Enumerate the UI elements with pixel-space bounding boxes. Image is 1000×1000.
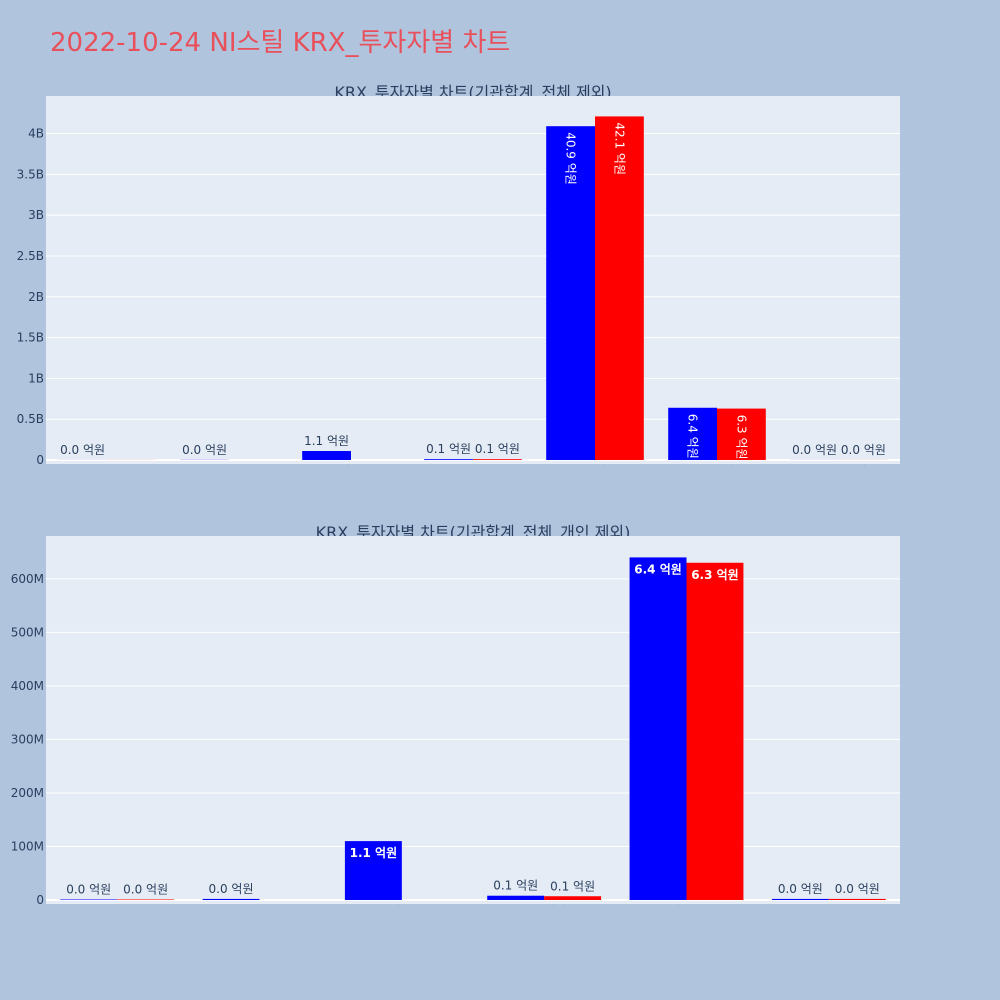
bar — [202, 898, 260, 900]
bar — [487, 895, 545, 900]
y-tick-label: 0 — [36, 893, 44, 906]
data-label: 42.1 억원 — [612, 122, 626, 175]
data-label: 6.4 억원 — [686, 414, 700, 459]
bar — [117, 899, 175, 900]
bar — [546, 126, 595, 460]
x-tick-label: 투신 — [218, 465, 240, 466]
y-tick-label: 3B — [28, 208, 44, 222]
y-tick-label: 2.5B — [17, 249, 44, 263]
y-tick-label: 0.5B — [17, 412, 44, 426]
data-label: 0.0 억원 — [778, 882, 823, 896]
data-label: 0.0 억원 — [60, 443, 105, 457]
bar — [771, 898, 829, 900]
x-tick-label: 기타법인 — [522, 905, 566, 906]
bar — [344, 841, 402, 900]
x-tick-label: 기타외국인 — [801, 905, 856, 906]
bar — [668, 407, 717, 460]
y-tick-label: 2B — [28, 290, 44, 304]
bar — [302, 451, 351, 460]
bar — [424, 459, 473, 460]
data-label: 6.3 억원 — [734, 415, 748, 460]
x-tick-label: 사모 — [340, 465, 362, 466]
y-tick-label: 400M — [11, 679, 44, 693]
chart-1: 0 0.5B 1B 1.5B 2B 2.5B 3B 3.5B 4B 금융투자 0.0 억원투신 0.0… — [17, 96, 900, 466]
y-tick-label: 3.5B — [17, 167, 44, 181]
bar — [473, 459, 522, 460]
y-tick-label: 600M — [11, 572, 44, 586]
bar — [717, 408, 766, 460]
x-tick-label: 기타법인 — [451, 465, 495, 466]
bar — [629, 557, 687, 900]
bar — [595, 116, 644, 460]
data-label: 6.4 억원 — [634, 562, 682, 576]
data-label: 0.1 억원 — [475, 442, 520, 456]
bar — [828, 898, 886, 900]
data-label: 0.0 억원 — [182, 443, 227, 457]
x-tick-label: 외국인 — [670, 905, 703, 906]
data-label: 0.1 억원 — [550, 879, 595, 893]
x-tick-label: 외국인 — [700, 465, 733, 466]
y-tick-label: 200M — [11, 786, 44, 800]
data-label: 0.0 억원 — [792, 443, 837, 457]
x-tick-label: 금융투자 — [95, 905, 139, 906]
y-tick-label: 100M — [11, 839, 44, 853]
y-tick-label: 500M — [11, 625, 44, 639]
data-label: 6.3 억원 — [691, 568, 739, 582]
data-label: 40.9 억원 — [564, 132, 578, 185]
x-tick-label: 사모 — [391, 905, 413, 906]
data-label: 1.1 억원 — [350, 846, 398, 860]
page-title: 2022-10-24 NI스틸 KRX_투자자별 차트 — [50, 28, 511, 58]
data-label: 0.0 억원 — [841, 443, 886, 457]
y-tick-label: 4B — [28, 127, 44, 141]
bar — [60, 899, 118, 900]
data-label: 1.1 억원 — [304, 434, 349, 448]
x-tick-label: 금융투자 — [85, 465, 129, 466]
data-label: 0.0 억원 — [209, 882, 254, 896]
y-tick-label: 1.5B — [17, 331, 44, 345]
chart-2: 0 100M 200M 300M 400M 500M 600M 금융투자 0.0 억원 0.0 억… — [11, 536, 900, 906]
bar — [686, 562, 744, 900]
y-tick-label: 300M — [11, 732, 44, 746]
data-label: 0.1 억원 — [426, 442, 471, 456]
x-tick-label: 기타외국인 — [811, 465, 866, 466]
x-tick-label: 투신 — [248, 905, 270, 906]
data-label: 0.0 억원 — [835, 882, 880, 896]
data-label: 0.1 억원 — [493, 879, 538, 893]
plot-area — [46, 96, 900, 464]
y-tick-label: 1B — [28, 371, 44, 385]
x-tick-label: 개인 — [584, 465, 606, 466]
data-label: 0.0 억원 — [66, 882, 111, 896]
data-label: 0.0 억원 — [123, 882, 168, 896]
bar — [544, 896, 602, 900]
y-tick-label: 0 — [36, 453, 44, 466]
plot-area — [46, 536, 900, 904]
